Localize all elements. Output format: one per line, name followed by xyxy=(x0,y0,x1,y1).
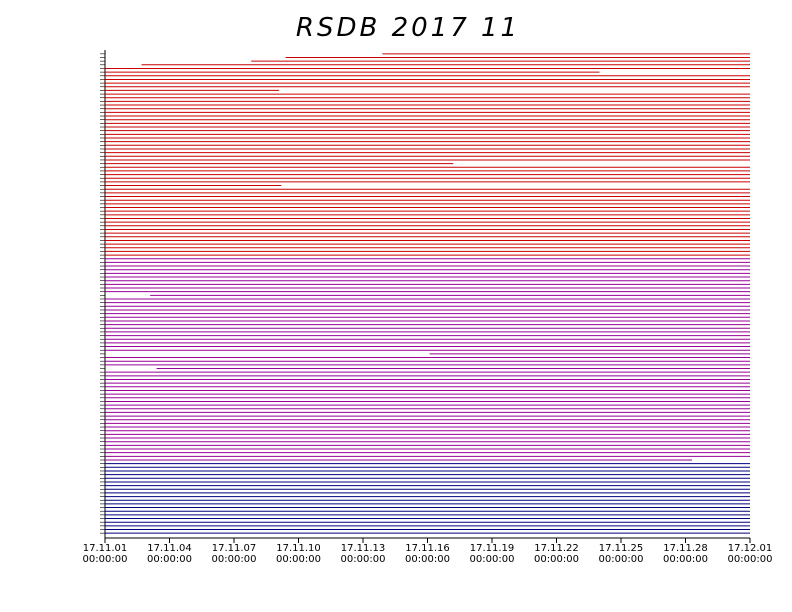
x-tick-label: 17.11.04 00:00:00 xyxy=(147,543,192,565)
x-tick-label: 17.12.01 00:00:00 xyxy=(727,543,773,565)
x-tick-label: 17.11.10 00:00:00 xyxy=(276,543,321,565)
x-tick-label: 17.11.28 00:00:00 xyxy=(663,543,708,565)
x-tick-label: 17.11.22 00:00:00 xyxy=(534,543,579,565)
x-tick-label: 17.11.01 00:00:00 xyxy=(82,543,128,565)
chart-title: RSDB 2017 11 xyxy=(296,13,520,43)
x-tick-label: 17.11.16 00:00:00 xyxy=(405,543,450,565)
x-tick-label: 17.11.25 00:00:00 xyxy=(598,543,644,565)
x-tick-label: 17.11.07 00:00:00 xyxy=(211,543,257,565)
x-tick-label: 17.11.19 00:00:00 xyxy=(469,543,515,565)
x-tick-label: 17.11.13 00:00:00 xyxy=(340,543,386,565)
